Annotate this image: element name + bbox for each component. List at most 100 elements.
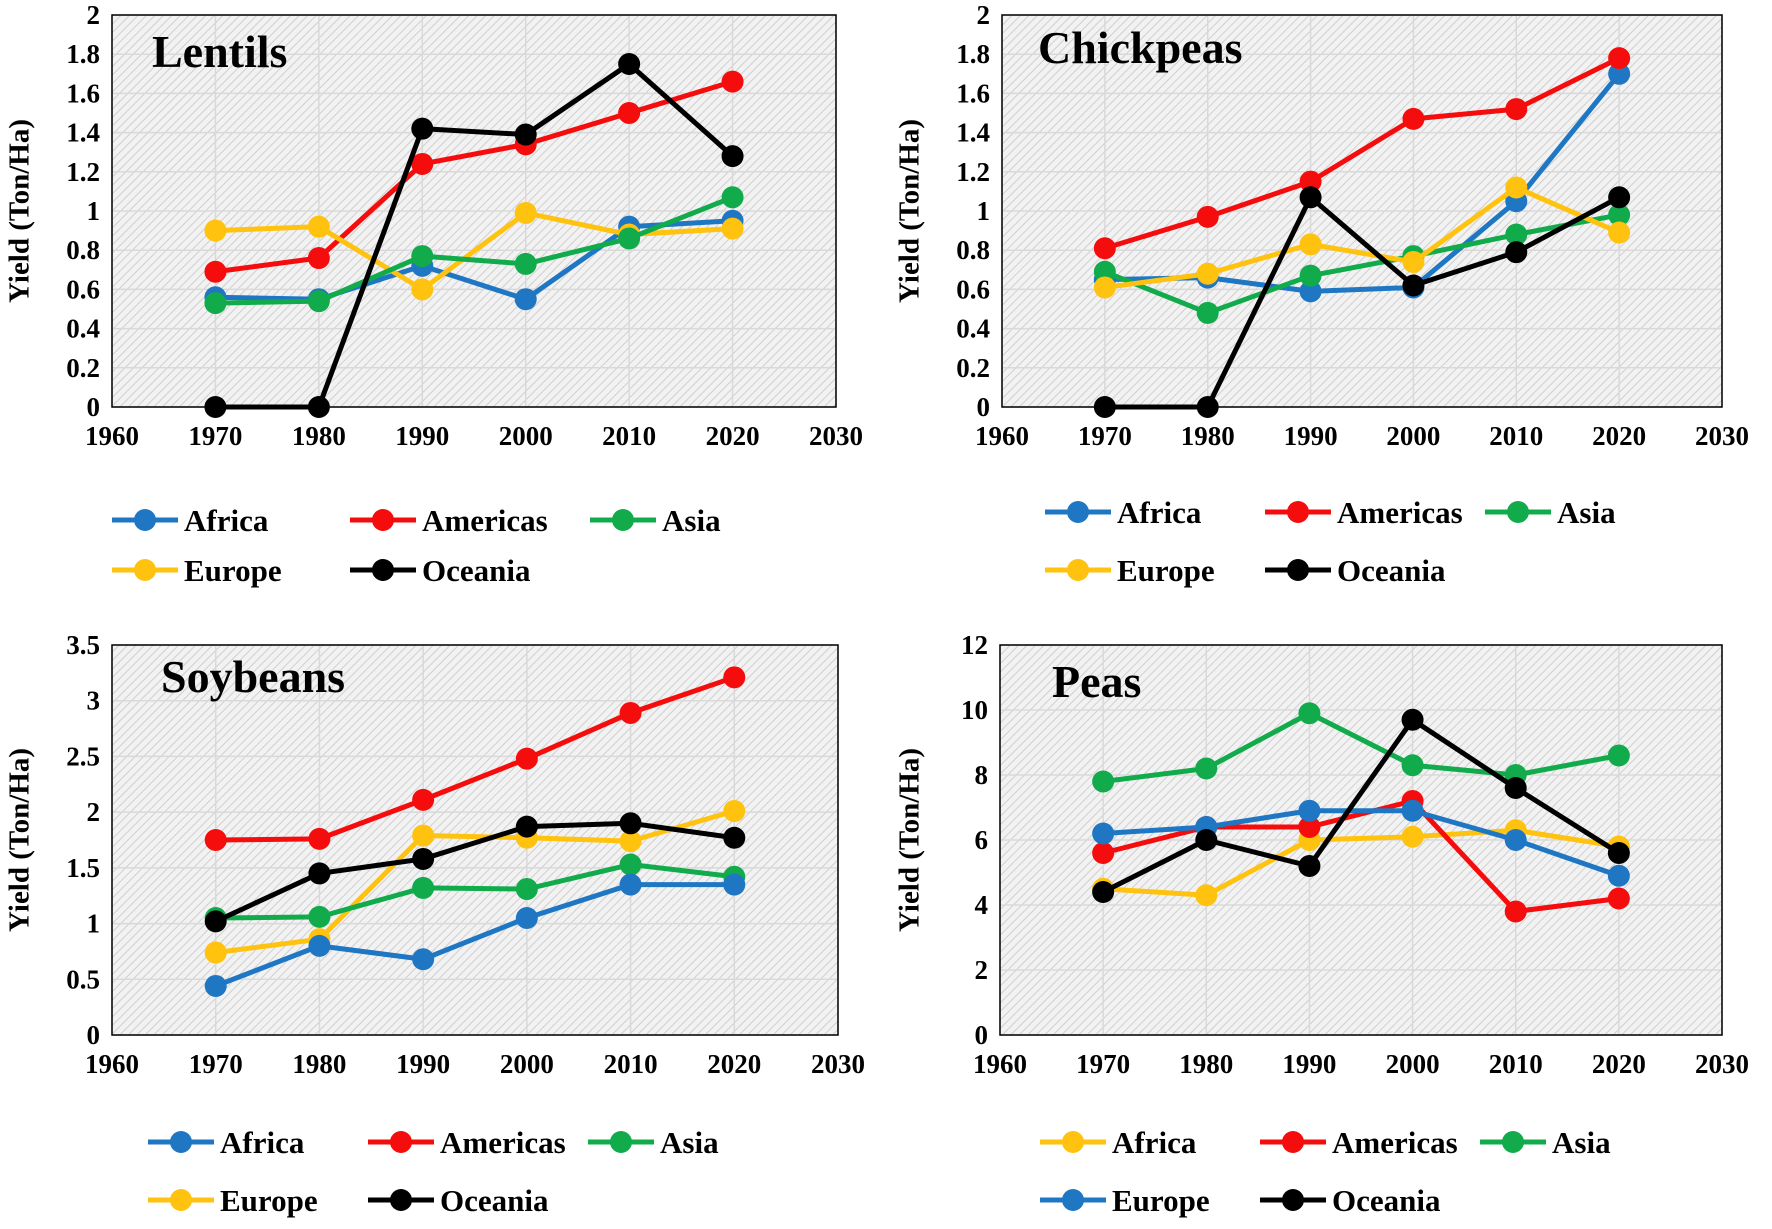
point-europe-2020	[1607, 864, 1630, 887]
point-asia-1980	[1196, 301, 1219, 324]
legend-marker	[170, 1131, 192, 1153]
point-africa-2000	[514, 288, 537, 311]
series-europe	[1093, 176, 1631, 299]
point-oceania-1990	[1298, 855, 1321, 877]
legend-label: Asia	[1557, 495, 1616, 530]
point-americas-1970	[204, 260, 227, 283]
x-tick-label: 2030	[1695, 421, 1749, 451]
y-tick-label: 8	[975, 760, 989, 790]
series-line-africa	[214, 882, 735, 989]
point-asia-2010	[1505, 223, 1528, 246]
point-asia-1970	[204, 292, 227, 315]
legend-marker	[372, 509, 394, 531]
point-oceania-2020	[721, 145, 744, 168]
legend-item-oceania: Oceania	[350, 553, 531, 588]
point-asia-1990	[412, 876, 435, 899]
point-americas-1980	[1196, 205, 1219, 228]
legend-item-oceania: Oceania	[368, 1183, 549, 1218]
legend-item-europe: Europe	[1045, 553, 1215, 588]
series-asia	[204, 853, 746, 929]
point-europe-2020	[723, 800, 746, 823]
y-tick-label: 0	[975, 1020, 989, 1050]
legend-item-africa: Africa	[1045, 495, 1202, 530]
plot-frame	[111, 644, 839, 1036]
point-americas-1990	[411, 152, 434, 175]
x-tick-label: 2000	[499, 421, 553, 451]
legend-label: Europe	[220, 1183, 318, 1218]
y-tick-label: 1.2	[66, 157, 100, 187]
point-americas-1970	[204, 829, 227, 851]
point-asia-1990	[411, 245, 434, 268]
legend-item-americas: Americas	[368, 1125, 566, 1160]
point-americas-2010	[1505, 98, 1528, 121]
series-line-europe	[215, 808, 735, 956]
point-americas-1970	[1093, 237, 1116, 260]
point-asia-2000	[514, 252, 537, 275]
legend-label: Africa	[1112, 1125, 1197, 1160]
legend-item-asia: Asia	[590, 503, 721, 538]
point-europe-2020	[721, 217, 744, 240]
series-oceania	[204, 53, 744, 418]
x-tick-label: 2000	[1386, 421, 1440, 451]
point-europe-2020	[1608, 221, 1631, 244]
y-tick-label: 4	[975, 890, 989, 920]
plot-frame	[999, 644, 1723, 1036]
legend-label: Oceania	[422, 553, 531, 588]
point-asia-1980	[307, 290, 330, 313]
legend-marker	[1287, 559, 1309, 581]
legend-label: Americas	[440, 1125, 566, 1160]
y-tick-label: 1	[87, 909, 101, 939]
series-line-americas	[1104, 55, 1621, 251]
legend-chickpeas: Africa Americas Asia Europe Oceania	[1045, 495, 1616, 588]
point-americas-1970	[1092, 842, 1115, 864]
series-line-europe	[1102, 808, 1620, 879]
legend-label: Oceania	[440, 1183, 549, 1218]
legend-label: Americas	[422, 503, 548, 538]
legend-marker	[134, 559, 156, 581]
point-oceania-2020	[1608, 186, 1631, 209]
legend-item-europe: Europe	[1040, 1183, 1210, 1218]
x-tick-label: 2010	[1489, 1049, 1543, 1079]
y-tick-label: 0.2	[956, 353, 990, 383]
series-asia	[1093, 203, 1631, 324]
series-asia	[204, 186, 744, 315]
y-tick-label: 0	[977, 392, 991, 422]
y-tick-label: 3	[87, 686, 101, 716]
point-oceania-1980	[1196, 396, 1219, 418]
legend-item-asia: Asia	[1485, 495, 1616, 530]
y-tick-label: 0.4	[956, 314, 990, 344]
point-oceania-1980	[1195, 829, 1218, 851]
point-asia-1970	[1092, 770, 1115, 793]
legend-label: Europe	[184, 553, 282, 588]
x-tick-label: 1970	[188, 421, 242, 451]
point-oceania-2020	[1607, 842, 1630, 864]
y-tick-label: 0	[87, 392, 101, 422]
legend-marker	[1287, 501, 1309, 523]
legend-label: Asia	[662, 503, 721, 538]
y-tick-label: 2	[975, 955, 989, 985]
point-asia-1980	[1195, 757, 1218, 780]
y-tick-label: 1	[87, 196, 101, 226]
point-oceania-2000	[514, 123, 537, 146]
y-tick-label: 0.2	[66, 353, 100, 383]
legend-item-oceania: Oceania	[1265, 553, 1446, 588]
x-tick-label: 1970	[189, 1049, 243, 1079]
legend-marker	[1282, 1131, 1304, 1153]
point-africa-1990	[412, 948, 435, 971]
x-tick-label: 1990	[1284, 421, 1338, 451]
point-africa-1980	[308, 934, 331, 957]
chart-title: Soybeans	[161, 651, 345, 702]
point-oceania-1980	[308, 862, 331, 885]
x-tick-label: 1990	[1282, 1049, 1336, 1079]
legend-item-americas: Americas	[350, 503, 548, 538]
point-americas-2000	[515, 747, 538, 770]
x-tick-label: 2030	[811, 1049, 865, 1079]
point-asia-2020	[721, 186, 744, 209]
legend-item-africa: Africa	[148, 1125, 305, 1160]
y-axis-label: Yield (Ton/Ha)	[4, 748, 36, 932]
point-oceania-2010	[1504, 777, 1527, 799]
x-tick-label: 2000	[500, 1049, 554, 1079]
point-americas-2010	[618, 102, 641, 124]
y-tick-label: 1.4	[66, 118, 100, 148]
y-tick-label: 1	[977, 196, 991, 226]
